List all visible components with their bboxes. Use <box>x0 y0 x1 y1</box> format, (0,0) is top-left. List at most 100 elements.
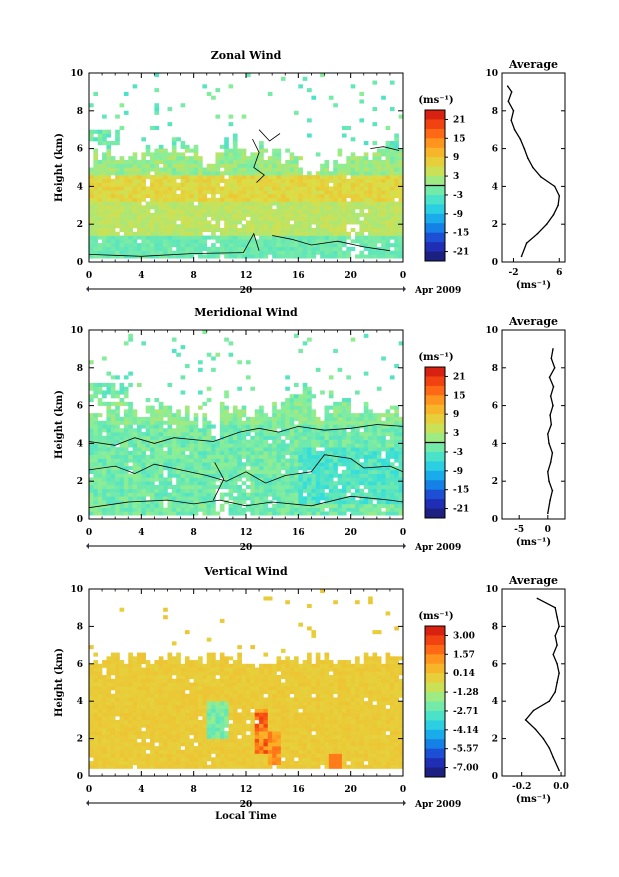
heatmap-cell <box>102 750 107 754</box>
heatmap-cell <box>154 190 159 194</box>
heatmap-cell <box>120 202 125 206</box>
heatmap-cell <box>263 425 268 429</box>
heatmap-cell <box>298 194 303 198</box>
heatmap-cell <box>220 462 225 466</box>
heatmap-cell <box>120 481 125 485</box>
heatmap-cell <box>224 470 229 474</box>
heatmap-cell <box>311 474 316 478</box>
heatmap-cell <box>146 164 151 168</box>
heatmap-cell <box>202 432 207 436</box>
heatmap-cell <box>237 493 242 497</box>
heatmap-cell <box>202 489 207 493</box>
heatmap-cell <box>141 724 146 728</box>
heatmap-cell <box>355 493 360 497</box>
heatmap-cell <box>242 440 247 444</box>
heatmap-cell <box>172 470 177 474</box>
heatmap-cell <box>303 481 308 485</box>
heatmap-cell <box>176 421 181 425</box>
heatmap-cell <box>333 432 338 436</box>
heatmap-cell <box>207 168 212 172</box>
heatmap-cell <box>290 183 295 187</box>
heatmap-cell <box>368 190 373 194</box>
heatmap-cell <box>325 175 330 179</box>
heatmap-cell <box>259 493 264 497</box>
heatmap-cell <box>168 168 173 172</box>
heatmap-cell <box>168 107 173 111</box>
heatmap-cell <box>368 443 373 447</box>
heatmap-cell <box>168 735 173 739</box>
heatmap-cell <box>272 160 277 164</box>
heatmap-cell <box>359 239 364 243</box>
heatmap-cell <box>202 205 207 209</box>
heatmap-cell <box>128 694 133 698</box>
heatmap-cell <box>229 220 234 224</box>
heatmap-cell <box>281 232 286 236</box>
heatmap-cell <box>285 470 290 474</box>
heatmap-cell <box>89 432 94 436</box>
heatmap-cell <box>377 224 382 228</box>
heatmap-cell <box>229 443 234 447</box>
heatmap-cell <box>207 205 212 209</box>
heatmap-cell <box>338 254 343 258</box>
heatmap-cell <box>246 220 251 224</box>
heatmap-cell <box>89 489 94 493</box>
heatmap-cell <box>124 709 129 713</box>
heatmap-cell <box>207 470 212 474</box>
heatmap-cell <box>233 455 238 459</box>
heatmap-cell <box>250 213 255 217</box>
heatmap-cell <box>128 224 133 228</box>
heatmap-cell <box>154 761 159 765</box>
heatmap-cell <box>198 451 203 455</box>
heatmap-cell <box>290 209 295 213</box>
heatmap-cell <box>255 413 260 417</box>
heatmap-cell <box>207 511 212 515</box>
heatmap-cell <box>124 164 129 168</box>
heatmap-cell <box>141 341 146 345</box>
heatmap-cell <box>242 243 247 247</box>
heatmap-cell <box>255 447 260 451</box>
heatmap-cell <box>133 690 138 694</box>
heatmap-cell <box>272 209 277 213</box>
heatmap-cell <box>189 432 194 436</box>
heatmap-cell <box>163 720 168 724</box>
heatmap-cell <box>224 171 229 175</box>
heatmap-cell <box>316 485 321 489</box>
heatmap-cell <box>237 236 242 240</box>
heatmap-cell <box>120 247 125 251</box>
heatmap-cell <box>325 481 330 485</box>
heatmap-cell <box>386 443 391 447</box>
heatmap-cell <box>137 194 142 198</box>
heatmap-cell <box>89 709 94 713</box>
heatmap-cell <box>272 466 277 470</box>
heatmap-cell <box>386 451 391 455</box>
heatmap-cell <box>381 171 386 175</box>
heatmap-cell <box>377 251 382 255</box>
heatmap-cell <box>359 99 364 103</box>
heatmap-cell <box>198 504 203 508</box>
heatmap-cell <box>137 220 142 224</box>
heatmap-cell <box>368 459 373 463</box>
heatmap-cell <box>115 656 120 660</box>
heatmap-cell <box>237 209 242 213</box>
heatmap-cell <box>320 190 325 194</box>
heatmap-cell <box>159 474 164 478</box>
heatmap-cell <box>220 440 225 444</box>
heatmap-cell <box>89 645 94 649</box>
heatmap-cell <box>255 175 260 179</box>
heatmap-cell <box>386 190 391 194</box>
heatmap-cell <box>259 432 264 436</box>
heatmap-cell <box>89 731 94 735</box>
heatmap-cell <box>189 186 194 190</box>
heatmap-cell <box>154 679 159 683</box>
heatmap-cell <box>237 447 242 451</box>
heatmap-cell <box>281 198 286 202</box>
heatmap-cell <box>181 724 186 728</box>
heatmap-cell <box>359 421 364 425</box>
heatmap-cell <box>168 511 173 515</box>
heatmap-cell <box>154 171 159 175</box>
heatmap-cell <box>176 754 181 758</box>
heatmap-cell <box>141 421 146 425</box>
heatmap-cell <box>133 447 138 451</box>
heatmap-cell <box>137 209 142 213</box>
heatmap-cell <box>255 421 260 425</box>
